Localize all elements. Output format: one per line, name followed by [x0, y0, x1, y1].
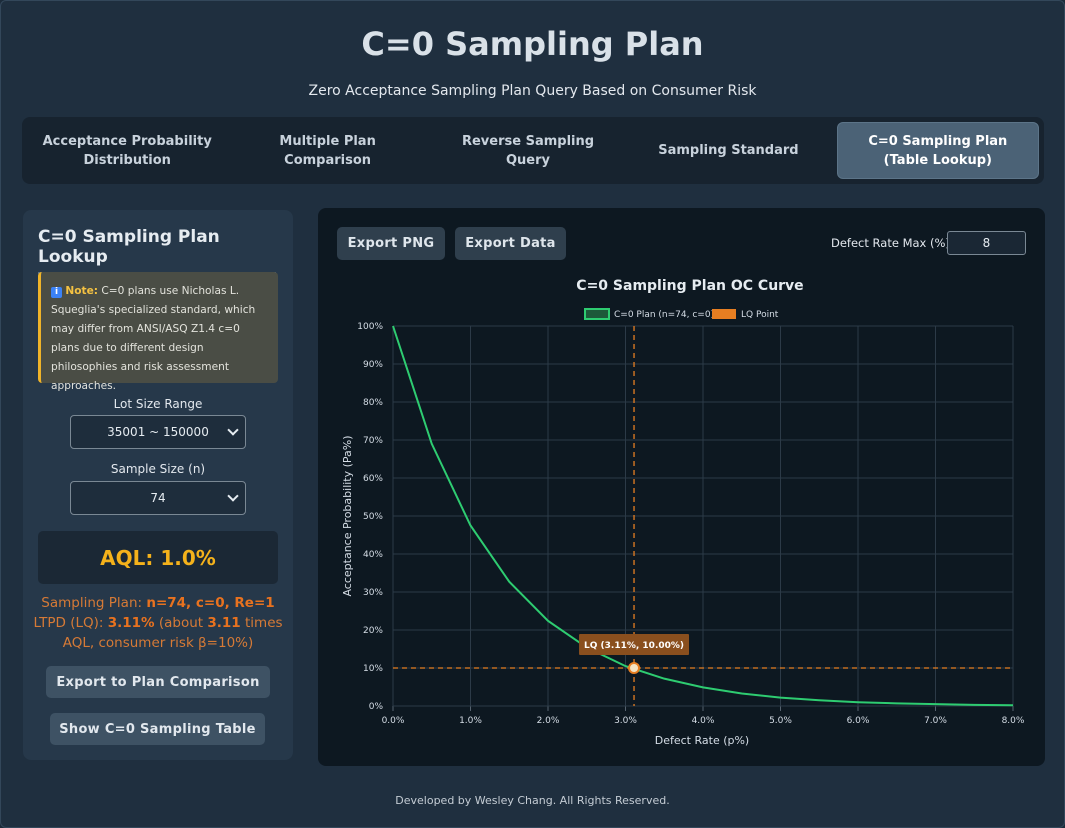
x-tick-label: 6.0%: [847, 716, 870, 726]
lot-size-value: 35001 ~ 150000: [107, 425, 209, 439]
defect-rate-max-label: Defect Rate Max (%):: [831, 236, 954, 250]
plan-value: n=74, c=0, Re=1: [146, 595, 275, 611]
legend-swatch-oc-curve: [584, 308, 610, 320]
x-tick-label: 4.0%: [692, 716, 715, 726]
page-title: C=0 Sampling Plan: [361, 25, 704, 63]
sample-size-value: 74: [150, 491, 166, 505]
ltpd-value: 3.11%: [107, 615, 155, 631]
y-tick-label: 0%: [369, 702, 384, 712]
x-tick-label: 5.0%: [769, 716, 792, 726]
lot-size-select[interactable]: 35001 ~ 150000: [70, 415, 246, 449]
ltpd-times: 3.11: [207, 615, 241, 631]
page-subtitle: Zero Acceptance Sampling Plan Query Base…: [308, 83, 757, 99]
tab-reverse-sampling-query[interactable]: Reverse Sampling Query: [461, 133, 595, 168]
show-c0-table-button[interactable]: Show C=0 Sampling Table: [50, 713, 265, 745]
ltpd-suffix: times AQL, consumer risk β=10%): [62, 615, 283, 651]
ltpd-mid: (about: [154, 615, 208, 631]
tab-bar: Acceptance Probability Distribution Mult…: [22, 117, 1044, 184]
y-tick-label: 10%: [363, 664, 383, 674]
chevron-down-icon: [227, 424, 239, 436]
y-tick-label: 90%: [363, 360, 383, 370]
y-axis-label: Acceptance Probability (Pa%): [341, 435, 354, 596]
x-tick-label: 8.0%: [1002, 716, 1025, 726]
sample-size-select[interactable]: 74: [70, 481, 246, 515]
y-tick-label: 60%: [363, 474, 383, 484]
chart-grid: [392, 325, 1014, 711]
lookup-panel: C=0 Sampling Plan Lookup i Note: C=0 pla…: [23, 210, 293, 760]
chevron-down-icon: [227, 490, 239, 502]
plan-prefix: Sampling Plan:: [41, 595, 147, 611]
oc-chart: C=0 Sampling Plan OC Curve C=0 Plan (n=7…: [341, 278, 1025, 747]
y-tick-label: 20%: [363, 626, 383, 636]
chart-title: C=0 Sampling Plan OC Curve: [576, 278, 803, 294]
export-data-button[interactable]: Export Data: [455, 227, 566, 260]
tab-c0-sampling-plan[interactable]: C=0 Sampling Plan (Table Lookup): [836, 122, 1040, 179]
export-to-plan-comparison-button[interactable]: Export to Plan Comparison: [46, 666, 270, 698]
chart-plot: LQ (3.11%, 10.00%): [392, 325, 1014, 707]
x-tick-label: 0.0%: [382, 716, 405, 726]
legend-swatch-lq-point: [712, 309, 736, 319]
aql-result: AQL: 1.0%: [38, 531, 278, 584]
oc-curve-line: [392, 325, 1014, 707]
tab-multiple-plan-comparison[interactable]: Multiple Plan Comparison: [279, 133, 376, 168]
lot-size-label: Lot Size Range: [113, 397, 203, 411]
y-tick-label: 40%: [363, 550, 383, 560]
x-tick-label: 2.0%: [537, 716, 560, 726]
ltpd-prefix: LTPD (LQ):: [33, 615, 108, 631]
note-text: C=0 plans use Nicholas L. Squeglia's spe…: [51, 285, 256, 392]
x-tick-label: 1.0%: [459, 716, 482, 726]
defect-rate-max-input[interactable]: [947, 231, 1026, 255]
legend-label-lq-point: LQ Point: [741, 310, 779, 320]
lq-point: [628, 662, 641, 674]
plan-summary: Sampling Plan: n=74, c=0, Re=1 LTPD (LQ)…: [33, 593, 283, 653]
y-tick-label: 30%: [363, 588, 383, 598]
footer-text: Developed by Wesley Chang. All Rights Re…: [395, 794, 670, 807]
info-icon: i: [51, 287, 62, 298]
sample-size-label: Sample Size (n): [110, 462, 206, 476]
export-png-button[interactable]: Export PNG: [337, 227, 445, 260]
lq-label: LQ (3.11%, 10.00%): [584, 641, 684, 651]
chart-ticks: 0.0% 1.0% 2.0% 3.0% 4.0% 5.0% 6.0% 7.0% 8.0% 0% 10…: [357, 322, 1025, 726]
x-tick-label: 7.0%: [924, 716, 947, 726]
y-tick-label: 100%: [357, 322, 383, 332]
y-tick-label: 70%: [363, 436, 383, 446]
tab-sampling-standard[interactable]: Sampling Standard: [658, 143, 799, 158]
note-box: i Note: C=0 plans use Nicholas L. Squegl…: [38, 272, 278, 392]
lq-label-box: [579, 634, 690, 655]
note-title: Note:: [65, 285, 99, 297]
chart-panel: Export PNG Export Data Defect Rate Max (…: [318, 208, 1045, 766]
chart-legend: C=0 Plan (n=74, c=0) LQ Point: [584, 308, 779, 320]
lookup-panel-title: C=0 Sampling Plan Lookup: [38, 227, 276, 274]
y-tick-label: 50%: [363, 512, 383, 522]
x-axis-label: Defect Rate (p%): [655, 734, 749, 747]
tab-acceptance-probability[interactable]: Acceptance Probability Distribution: [42, 133, 212, 168]
y-tick-label: 80%: [363, 398, 383, 408]
legend-label-oc-curve: C=0 Plan (n=74, c=0): [614, 310, 714, 320]
x-tick-label: 3.0%: [614, 716, 637, 726]
